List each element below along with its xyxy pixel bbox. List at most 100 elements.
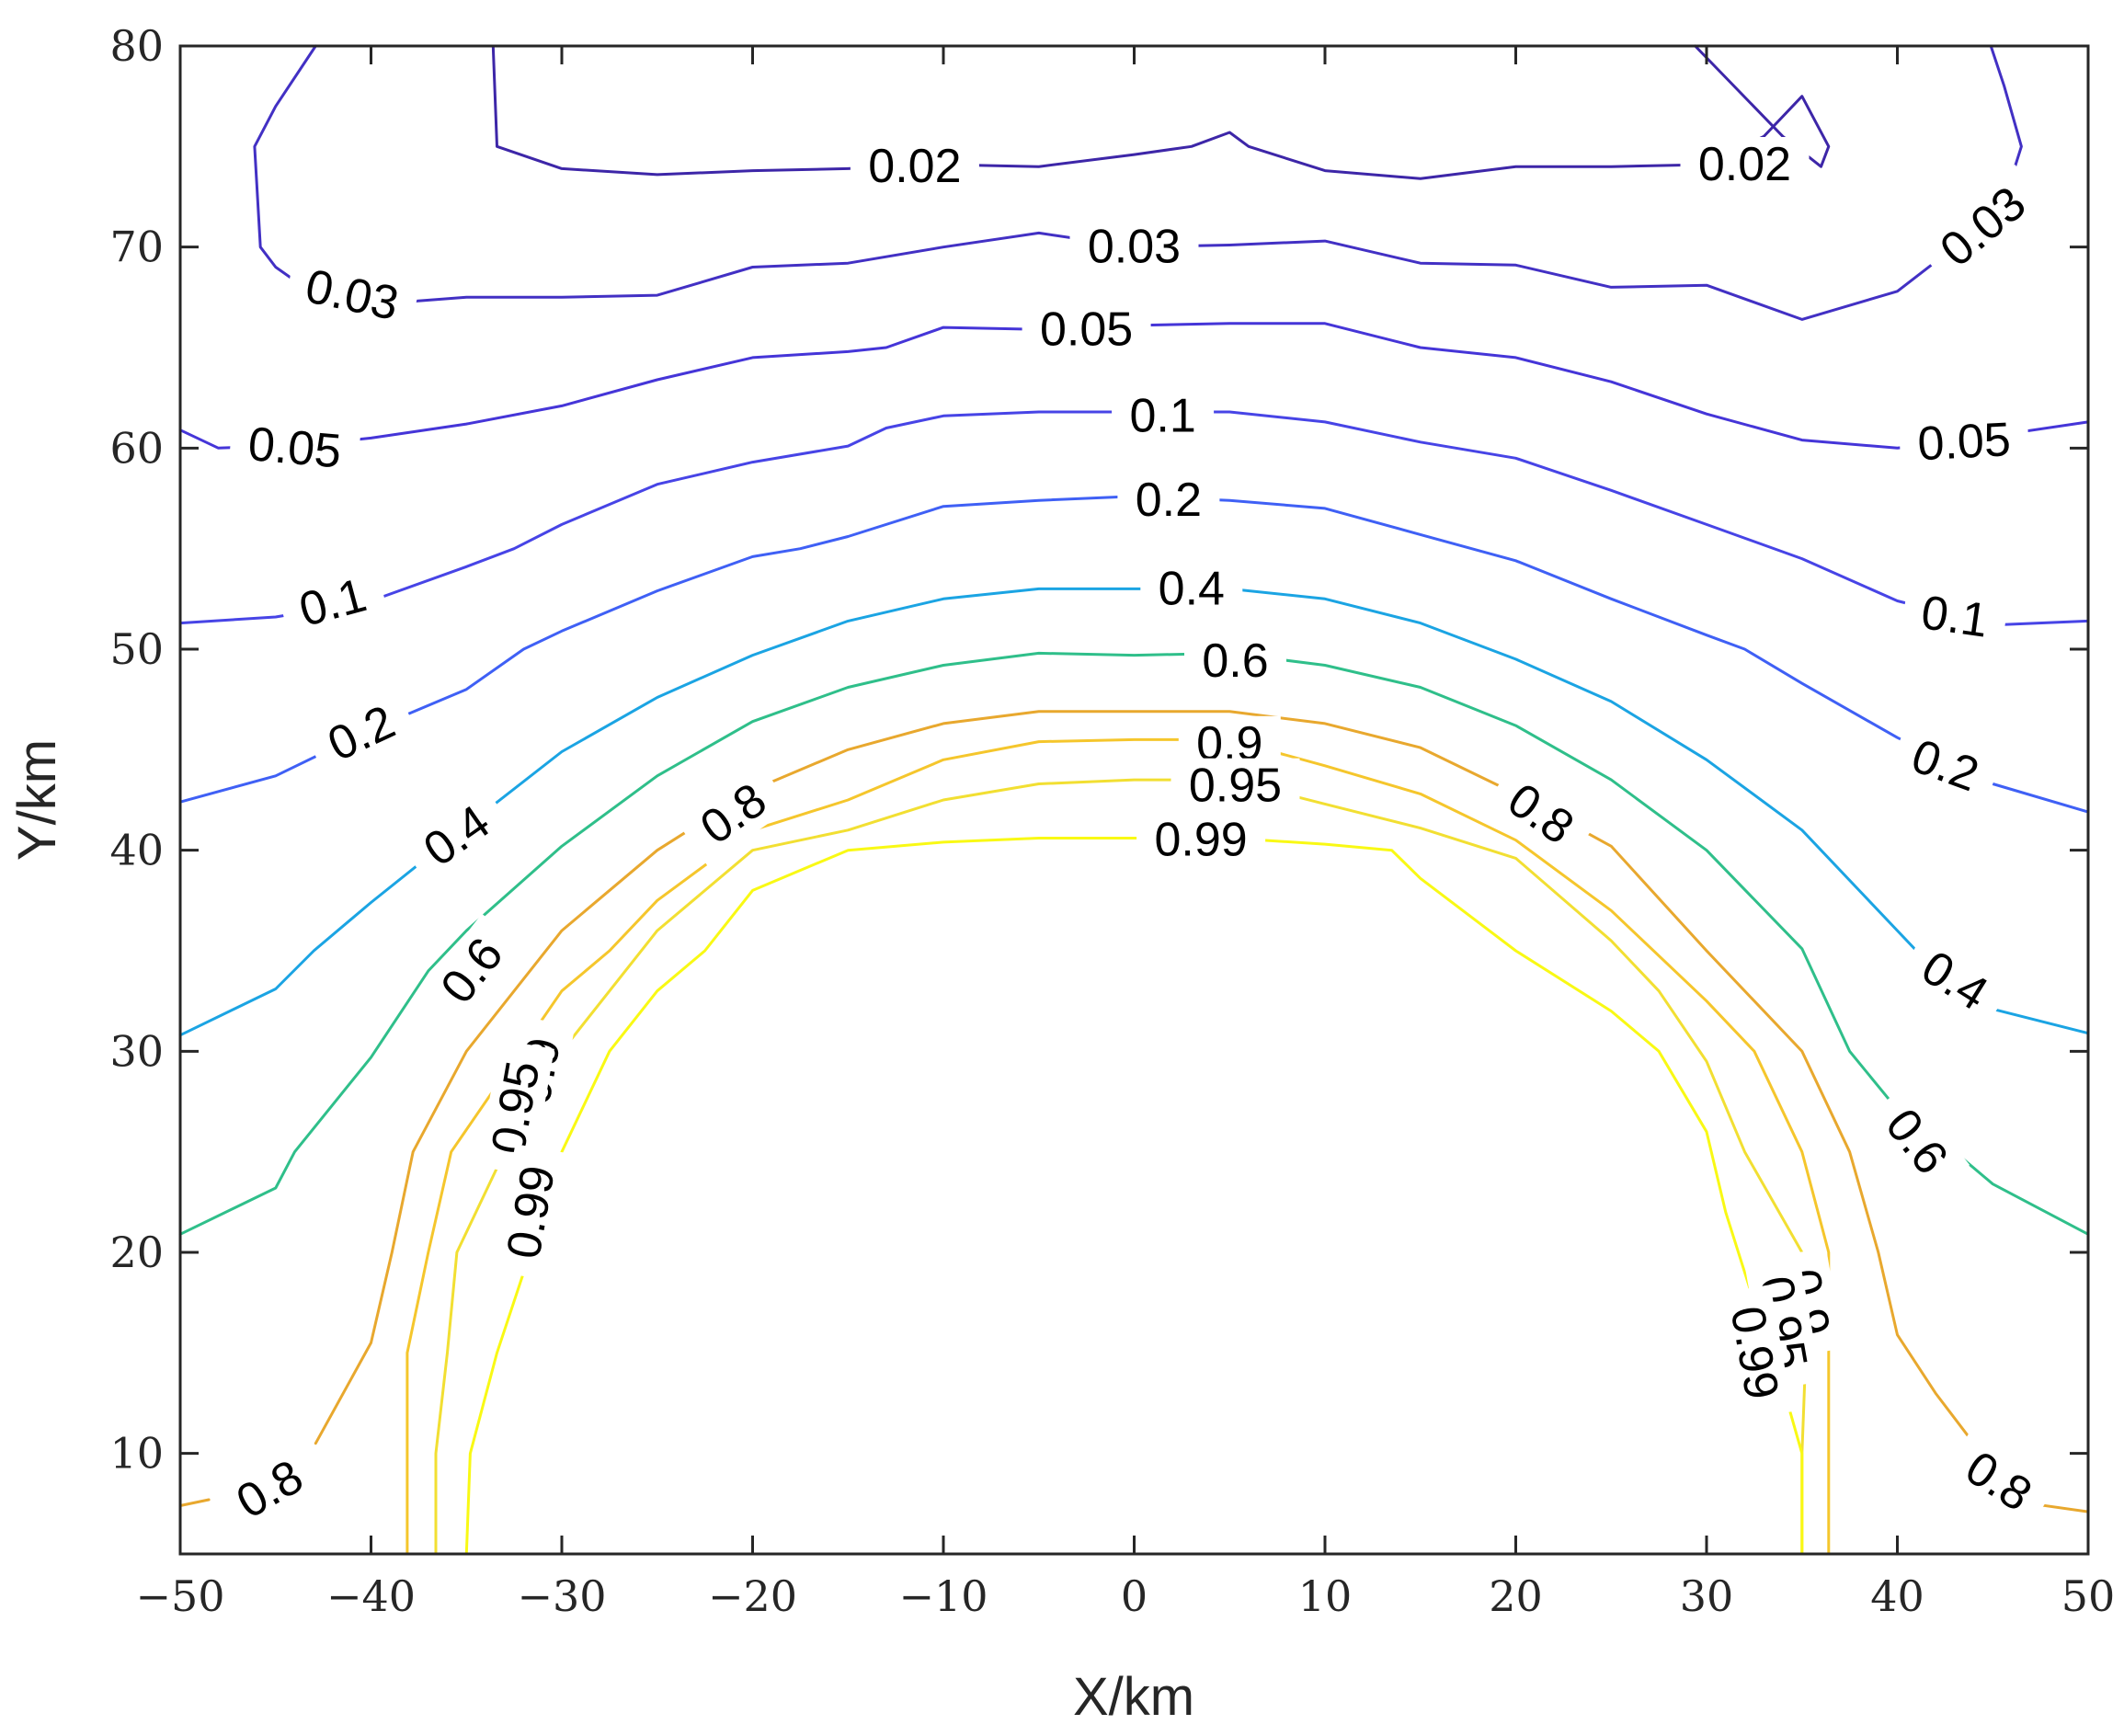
contour-label-0.1-3: 0.1: [1900, 582, 2009, 652]
x-tick-labels: −50 −40 −30 −20 −10 0 10 20 30 40 50: [135, 1571, 2115, 1621]
contour-label-background: [303, 687, 420, 781]
contour-label-0.03-2: 0.03: [1069, 219, 1199, 275]
contour-label-background: [477, 1039, 554, 1176]
x-tick-label: −30: [517, 1571, 606, 1621]
contour-label-0.6-1: 0.6: [418, 913, 526, 1029]
contour-label-text: 0.05: [246, 417, 344, 479]
contour-label-0.6-2: 0.6: [1184, 634, 1286, 690]
y-tick-label: 80: [109, 21, 164, 71]
contour-label-0.4-3: 0.4: [1896, 930, 2013, 1032]
contour-label-text: 0.03: [1088, 221, 1181, 274]
contour-label-0.99-3: 0.99: [1716, 1285, 1793, 1422]
x-tick-label: −20: [708, 1571, 797, 1621]
contour-label-background: [1069, 219, 1199, 275]
contour-label-background: [1898, 411, 2030, 474]
contour-label-text: 0.4: [1159, 562, 1225, 615]
contour-label-background: [1140, 561, 1243, 617]
contour-label-background: [850, 139, 979, 195]
contour-label-background: [1716, 1285, 1793, 1422]
contour-label-background: [418, 913, 526, 1029]
y-axis-label: Y/km: [7, 739, 67, 861]
contour-label-background: [283, 255, 421, 336]
contour-line-0.8-2: [314, 710, 1975, 1445]
contour-label-background: [1887, 722, 2003, 809]
x-tick-label: −50: [135, 1571, 224, 1621]
y-tick-labels: 10 20 30 40 50 60 70 80: [109, 21, 164, 1479]
contour-label-text: 0.1: [294, 568, 372, 637]
contour-label-0.4-2: 0.4: [1140, 561, 1243, 617]
contour-label-0.02-2: 0.02: [1680, 137, 1810, 192]
contour-label-text: 0.02: [868, 140, 961, 193]
contour-label-0.1-1: 0.1: [276, 563, 390, 644]
contour-label-text: 0.99: [497, 1161, 565, 1262]
contour-label-text: 0.05: [1916, 413, 2012, 471]
contour-label-0.2-1: 0.2: [303, 687, 420, 781]
x-tick-label: 0: [1121, 1571, 1148, 1621]
x-tick-label: −40: [326, 1571, 416, 1621]
contour-label-text: 0.1: [1918, 586, 1992, 647]
contour-label-0.95-1: 0.95: [477, 1039, 554, 1176]
contour-label-background: [211, 1440, 328, 1539]
contour-label-background: [1022, 302, 1151, 358]
contour-label-0.2-2: 0.2: [1117, 473, 1220, 529]
contour-label-0.8-2: 0.8: [676, 761, 792, 866]
contour-label-background: [228, 415, 361, 482]
x-tick-label: −10: [898, 1571, 988, 1621]
contour-label-background: [1863, 1084, 1970, 1199]
x-tick-label: 30: [1680, 1571, 1734, 1621]
contour-label-text: 0.05: [1040, 303, 1133, 356]
contour-label-0.05-1: 0.05: [228, 415, 361, 482]
contour-label-background: [1940, 1430, 2057, 1533]
contour-label-0.95-2: 0.95: [1170, 758, 1300, 814]
contour-line-0.99-1: [464, 837, 1804, 1556]
contour-labels: 0.02 0.02 0.03 0.03 0.03 0.05 0.05 0.05 0.1 0.1 0.…: [211, 137, 2057, 1539]
contour-label-background: [1117, 473, 1220, 529]
contour-label-text: 0.99: [1154, 814, 1247, 867]
contour-label-0.6-3: 0.6: [1863, 1084, 1970, 1199]
contour-label-background: [276, 563, 390, 644]
contour-label-background: [1900, 582, 2009, 652]
contour-label-0.2-3: 0.2: [1887, 722, 2003, 809]
contour-label-background: [1896, 930, 2013, 1032]
y-tick-label: 10: [109, 1429, 164, 1479]
contour-label-0.8-4: 0.8: [1940, 1430, 2057, 1533]
x-tick-label: 10: [1298, 1571, 1353, 1621]
contour-label-background: [1170, 758, 1300, 814]
contour-label-0.1-2: 0.1: [1112, 388, 1215, 444]
y-tick-label: 60: [109, 423, 164, 473]
contour-label-background: [1680, 137, 1810, 192]
contour-label-text: 0.6: [1202, 634, 1268, 688]
contour-label-0.03-1: 0.03: [283, 255, 421, 336]
x-tick-label: 50: [2061, 1571, 2116, 1621]
contour-label-text: 0.1: [1129, 389, 1195, 442]
contour-label-0.99-2: 0.99: [1136, 812, 1266, 868]
contour-line-0.1-1: [178, 410, 2090, 627]
axis-ticks: [178, 44, 2090, 1554]
y-tick-label: 40: [109, 826, 164, 875]
contour-label-text: 0.95: [1189, 760, 1282, 813]
contour-label-background: [1136, 812, 1266, 868]
contour-label-background: [1112, 388, 1215, 444]
x-axis-label: X/km: [1073, 1667, 1194, 1727]
y-tick-label: 30: [109, 1026, 164, 1076]
y-tick-label: 20: [109, 1228, 164, 1277]
contour-label-background: [1482, 761, 1599, 866]
contour-label-text: 0.02: [1698, 138, 1791, 191]
contour-label-text: 0.2: [1136, 474, 1202, 527]
contour-label-0.05-3: 0.05: [1898, 411, 2030, 474]
contour-label-background: [493, 1144, 570, 1281]
contour-label-0.03-3: 0.03: [1915, 164, 2050, 290]
contour-label-background: [676, 761, 792, 866]
contour-label-0.4-1: 0.4: [399, 783, 515, 888]
contour-line-0.95-1: [434, 778, 1808, 1556]
contour-label-background: [1915, 164, 2050, 290]
contour-label-text: 0.03: [301, 259, 403, 331]
x-tick-label: 40: [1870, 1571, 1924, 1621]
contour-label-background: [1184, 634, 1286, 690]
contour-label-0.02-1: 0.02: [850, 139, 979, 195]
x-tick-label: 20: [1489, 1571, 1543, 1621]
contour-label-0.8-3: 0.8: [1482, 761, 1599, 866]
y-tick-label: 70: [109, 223, 164, 272]
contour-line-0.6-1: [178, 651, 2090, 1236]
